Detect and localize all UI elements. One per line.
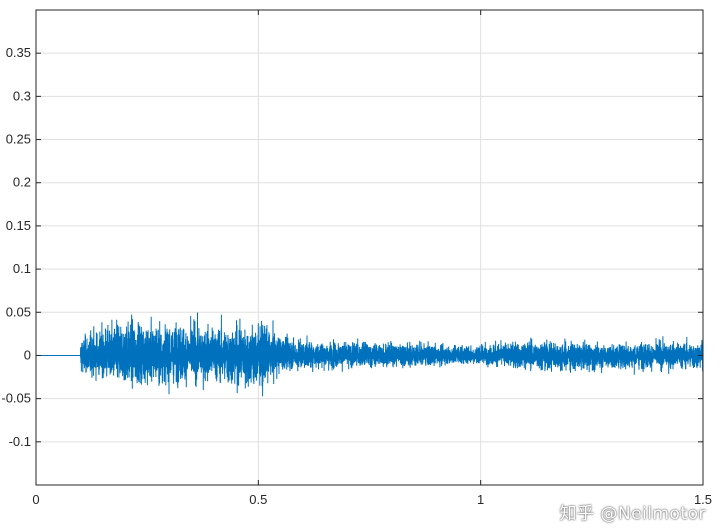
y-tick-label: 0.2 [13,175,31,190]
y-tick-label: 0.15 [6,218,31,233]
axis-ticks: 0 0.5 1 1.5 -0.1 -0.05 0 0.05 0.1 0.15 0.2 0.25 0.3 0… [1,10,712,507]
y-tick-label: 0 [24,347,31,362]
y-tick-label: 0.25 [6,132,31,147]
x-tick-label: 1 [477,492,484,507]
watermark: 知乎 @Neilmotor [559,504,706,524]
plot-frame [35,9,704,486]
x-tick-label: 0.5 [249,492,267,507]
y-tick-label: -0.1 [9,434,31,449]
y-tick-label: 0.1 [13,261,31,276]
y-tick-label: 0.05 [6,304,31,319]
x-tick-label: 1.5 [694,492,712,507]
y-tick-label: 0.35 [6,45,31,60]
plot-background [36,10,703,485]
y-tick-label: 0.3 [13,88,31,103]
y-tick-label: -0.05 [1,391,31,406]
x-tick-label: 0 [32,492,39,507]
series-line [36,312,703,397]
grid-lines [35,10,704,485]
series-group [36,312,703,397]
